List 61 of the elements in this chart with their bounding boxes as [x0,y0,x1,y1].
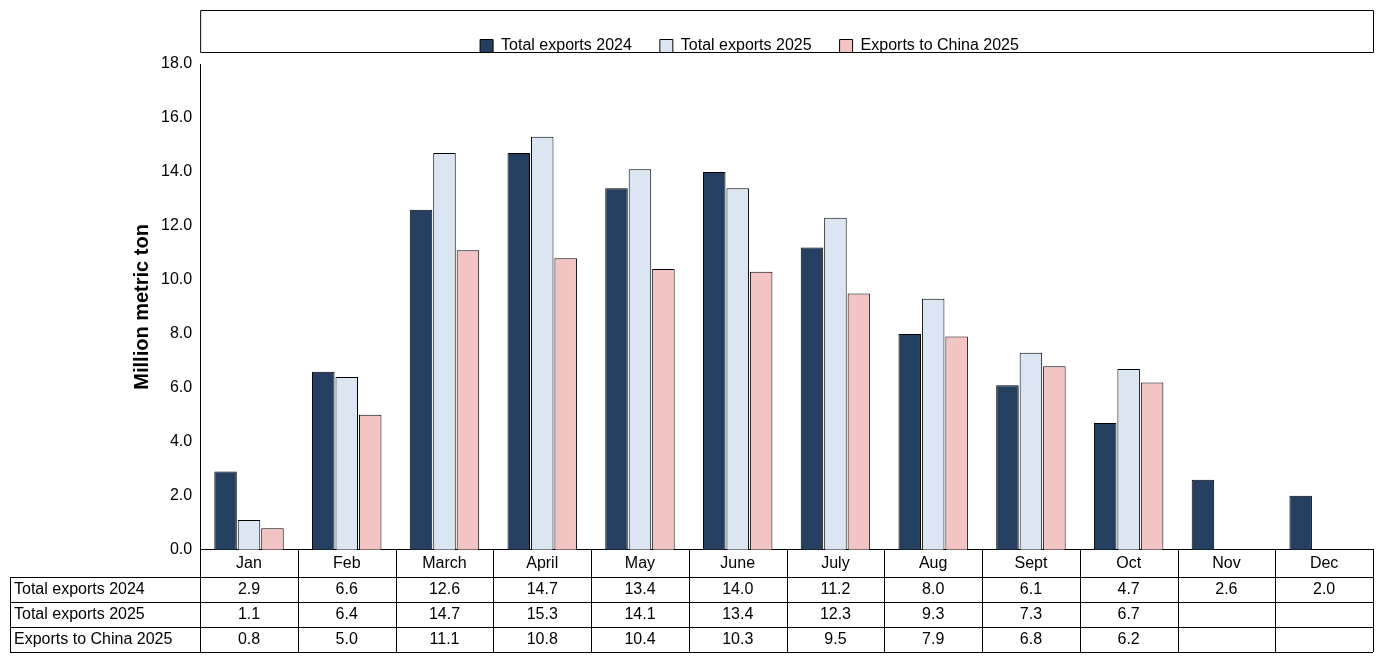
data-label: 12.6 [428,579,461,597]
data-label: 6.7 [1117,604,1140,622]
data-label: 14.7 [526,579,558,597]
data-label: 14.0 [722,579,754,597]
data-label: 14.7 [428,604,461,622]
data-label: 7.3 [1019,604,1043,622]
y-tick-label: 0.0 [169,540,193,558]
data-label: 6.1 [1019,579,1043,597]
legend-label: Total exports 2024 [501,36,632,54]
x-tick-label: March [422,553,467,571]
data-label: 13.4 [722,604,754,622]
data-label: 8.0 [922,579,945,597]
data-label: 9.5 [824,629,847,647]
y-tick-label: 12.0 [161,216,193,234]
data-label: 0.8 [237,629,261,647]
legend-label: Total exports 2025 [680,36,812,54]
data-label: 6.6 [335,579,358,597]
data-label: 2.0 [1313,579,1336,597]
text: Exports to China 2025 [14,629,173,647]
y-tick-label: 4.0 [169,432,193,450]
data-label: 15.3 [526,604,558,622]
y-tick-label: 8.0 [169,324,193,342]
data-label: 2.6 [1215,579,1238,597]
data-label: 6.2 [1117,629,1140,647]
legend-label: Exports to China 2025 [860,36,1020,54]
data-label: 10.8 [526,629,558,647]
data-label: 10.4 [624,629,656,647]
y-tick-label: 2.0 [169,486,193,504]
data-label: 13.4 [624,579,656,597]
y-tick-label: 18.0 [161,54,193,72]
x-tick-label: Sept [1014,553,1048,571]
x-tick-label: May [624,553,656,571]
data-label: 10.3 [722,629,754,647]
y-tick-label: 6.0 [169,378,193,396]
data-label: 9.3 [922,604,945,622]
y-tick-label: 14.0 [161,162,193,180]
text: Total exports 2024 [14,579,145,597]
data-label: 2.9 [237,579,261,597]
x-tick-label: July [821,553,850,571]
y-tick-label: 16.0 [161,108,193,126]
y-tick-label: 10.0 [161,270,193,288]
x-tick-label: Oct [1116,553,1142,571]
data-label: 7.9 [922,629,945,647]
x-tick-label: June [720,553,756,571]
data-label: 4.7 [1117,579,1140,597]
data-label: 5.0 [335,629,358,647]
data-label: 11.2 [820,579,851,597]
data-label: 12.3 [819,604,852,622]
x-tick-label: April [526,553,559,571]
data-label: 6.4 [335,604,358,622]
data-label: 6.8 [1019,629,1043,647]
data-label: 1.1 [237,604,261,622]
x-tick-label: Aug [918,553,948,571]
y-axis-title: Million metric ton [129,224,152,390]
text: Total exports 2025 [14,604,145,622]
data-label: 14.1 [624,604,656,622]
x-tick-label: Jan [236,553,262,571]
x-tick-label: Dec [1309,553,1339,571]
x-tick-label: Feb [332,553,361,571]
data-label: 11.1 [429,629,460,647]
x-tick-label: Nov [1212,553,1241,571]
